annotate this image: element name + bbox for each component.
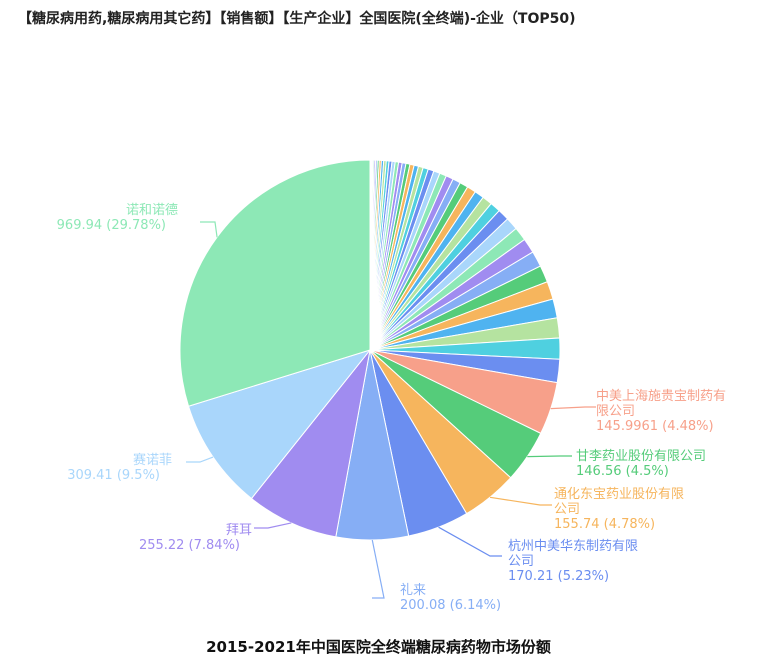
slice-label-value: 309.41 (9.5%): [67, 468, 160, 483]
leader-line-礼来: [371, 539, 385, 599]
slice-label-value: 255.22 (7.84%): [139, 538, 240, 553]
slice-label-name: 公司: [508, 554, 534, 569]
leader-line-杭州中美华东制药有限公司: [438, 526, 502, 557]
pie-slices: [179, 159, 561, 541]
slice-label-value: 145.9961 (4.48%): [596, 419, 714, 434]
leader-line-诺和诺德: [200, 221, 218, 238]
slice-label-name: 限公司: [596, 404, 635, 419]
slice-label-name: 杭州中美华东制药有限: [508, 539, 638, 554]
leader-line-通化东宝药业股份有限公司: [489, 496, 552, 506]
slice-label-name: 诺和诺德: [126, 203, 178, 218]
chart-title: 【糖尿病用药,糖尿病用其它药】【销售额】【生产企业】全国医院(全终端)-企业（T…: [18, 11, 576, 27]
slice-label-name: 中美上海施贵宝制药有: [596, 389, 726, 404]
label-leader-lines: [186, 221, 596, 599]
slice-label-value: 146.56 (4.5%): [576, 464, 669, 479]
chart-caption: 2015-2021年中国医院全终端糖尿病药物市场份额: [206, 638, 551, 656]
slice-label-name: 拜耳: [226, 523, 252, 538]
pie-slice-诺和诺德: [179, 159, 371, 407]
slice-label-value: 969.94 (29.78%): [57, 218, 166, 233]
slice-label-name: 公司: [554, 502, 580, 517]
pie-slice-赛诺菲: [187, 349, 372, 500]
leader-line-甘李药业股份有限公司: [527, 455, 572, 458]
slice-label-value: 200.08 (6.14%): [400, 598, 501, 613]
slice-label-name: 礼来: [400, 582, 426, 598]
leader-line-拜耳: [254, 522, 292, 529]
slice-label-name: 甘李药业股份有限公司: [576, 449, 706, 464]
slice-label-value: 170.21 (5.23%): [508, 569, 609, 584]
leader-line-赛诺菲: [186, 456, 214, 463]
slice-label-value: 155.74 (4.78%): [554, 517, 655, 532]
pie-slice-拜耳: [250, 349, 371, 538]
slice-label-name: 通化东宝药业股份有限: [554, 487, 684, 502]
slice-label-name: 赛诺菲: [133, 452, 172, 468]
leader-line-中美上海施贵宝制药有限公司: [550, 406, 596, 410]
